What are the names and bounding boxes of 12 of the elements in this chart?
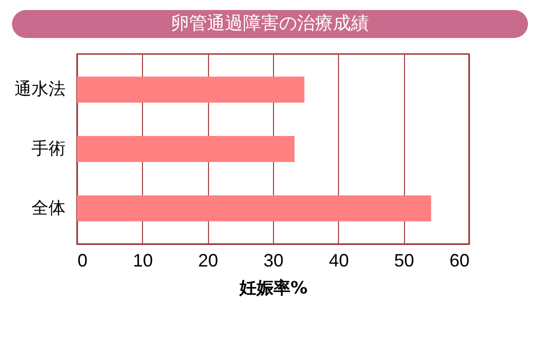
y-tick-label: 手術: [32, 139, 66, 159]
y-tick-label: 全体: [32, 198, 66, 218]
chart-title: 卵管通過障害の治療成績: [12, 10, 528, 38]
x-tick-label: 50: [394, 250, 414, 270]
x-tick-label: 30: [263, 250, 284, 270]
y-tick-label: 通水法: [14, 80, 66, 100]
x-tick-label: 20: [198, 250, 218, 270]
x-tick-label: 40: [328, 250, 349, 270]
x-tick-label: 10: [132, 250, 153, 270]
x-axis-title: 妊娠率%: [238, 278, 308, 298]
x-tick-label: 60: [449, 250, 470, 270]
x-tick-label: 0: [78, 250, 88, 270]
